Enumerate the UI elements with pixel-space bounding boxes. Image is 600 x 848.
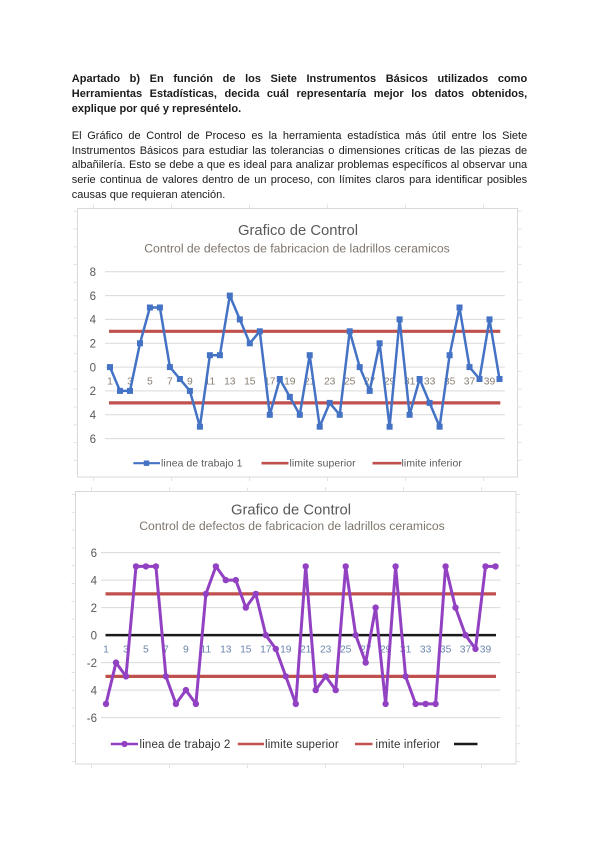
svg-text:Grafico de Control: Grafico de Control [238, 223, 358, 239]
svg-text:Control de defectos de fabrica: Control de defectos de fabricacion de la… [139, 519, 445, 533]
svg-text:1: 1 [107, 377, 113, 388]
svg-text:1: 1 [103, 645, 109, 656]
svg-text:19: 19 [280, 645, 292, 656]
svg-text:6: 6 [90, 291, 96, 303]
svg-text:11: 11 [205, 377, 216, 388]
svg-text:17: 17 [260, 645, 272, 656]
svg-text:5: 5 [143, 645, 149, 656]
svg-text:9: 9 [183, 645, 189, 656]
svg-text:4: 4 [91, 575, 98, 587]
svg-text:2: 2 [90, 386, 96, 398]
svg-text:35: 35 [444, 377, 456, 388]
svg-text:11: 11 [201, 645, 212, 656]
svg-text:6: 6 [91, 548, 97, 560]
svg-text:Control de defectos de fabrica: Control de defectos de fabricacion de la… [144, 242, 450, 256]
svg-text:21: 21 [304, 377, 316, 388]
svg-text:-2: -2 [87, 658, 97, 670]
svg-text:9: 9 [187, 377, 193, 388]
svg-text:31: 31 [400, 645, 412, 656]
svg-text:13: 13 [220, 645, 232, 656]
svg-text:39: 39 [484, 377, 496, 388]
svg-text:6: 6 [90, 434, 96, 446]
svg-text:5: 5 [147, 377, 153, 388]
svg-text:27: 27 [360, 645, 372, 656]
svg-text:35: 35 [440, 645, 452, 656]
svg-text:25: 25 [344, 377, 356, 388]
svg-text:limite superior: limite superior [265, 739, 339, 751]
svg-text:4: 4 [91, 685, 98, 697]
svg-text:3: 3 [127, 377, 133, 388]
svg-text:7: 7 [167, 377, 173, 388]
svg-text:linea de trabajo 1: linea de trabajo 1 [161, 459, 243, 470]
svg-text:2: 2 [90, 339, 96, 351]
svg-text:31: 31 [404, 377, 416, 388]
svg-text:4: 4 [90, 410, 97, 422]
svg-text:Grafico de Control: Grafico de Control [231, 502, 351, 518]
svg-text:0: 0 [90, 362, 96, 374]
svg-text:25: 25 [340, 645, 352, 656]
svg-text:17: 17 [264, 377, 276, 388]
svg-text:19: 19 [284, 377, 296, 388]
svg-text:2: 2 [91, 603, 97, 615]
svg-text:33: 33 [424, 377, 436, 388]
svg-text:23: 23 [320, 645, 332, 656]
svg-text:8: 8 [90, 267, 96, 279]
svg-text:4: 4 [90, 315, 97, 327]
svg-text:0: 0 [91, 630, 97, 642]
svg-text:13: 13 [224, 377, 236, 388]
svg-text:23: 23 [324, 377, 336, 388]
svg-text:linea de trabajo 2: linea de trabajo 2 [140, 739, 231, 751]
svg-text:21: 21 [300, 645, 312, 656]
svg-text:29: 29 [380, 645, 392, 656]
svg-text:3: 3 [123, 645, 129, 656]
svg-text:27: 27 [364, 377, 376, 388]
svg-text:limite superior: limite superior [290, 459, 357, 470]
svg-text:39: 39 [480, 645, 492, 656]
svg-text:37: 37 [464, 377, 476, 388]
svg-text:37: 37 [460, 645, 472, 656]
svg-text:15: 15 [244, 377, 256, 388]
svg-text:-6: -6 [87, 713, 97, 725]
svg-text:7: 7 [163, 645, 169, 656]
svg-text:imite inferior: imite inferior [376, 739, 441, 751]
svg-text:29: 29 [384, 377, 396, 388]
svg-text:limite inferior: limite inferior [402, 459, 463, 470]
svg-text:15: 15 [240, 645, 252, 656]
svg-text:33: 33 [420, 645, 432, 656]
